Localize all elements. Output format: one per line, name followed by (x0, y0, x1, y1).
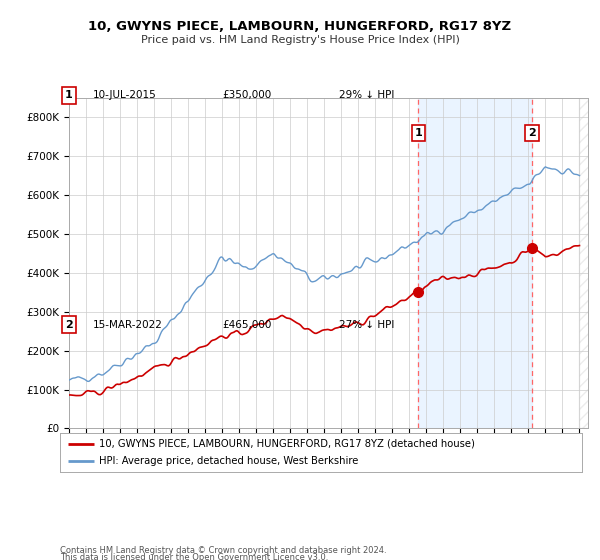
Text: 2: 2 (528, 128, 536, 138)
Text: 10, GWYNS PIECE, LAMBOURN, HUNGERFORD, RG17 8YZ (detached house): 10, GWYNS PIECE, LAMBOURN, HUNGERFORD, R… (99, 438, 475, 449)
Text: 15-MAR-2022: 15-MAR-2022 (93, 320, 163, 330)
Text: £350,000: £350,000 (222, 90, 271, 100)
Text: 27% ↓ HPI: 27% ↓ HPI (339, 320, 394, 330)
Text: 10-JUL-2015: 10-JUL-2015 (93, 90, 157, 100)
Bar (418, 98, 532, 428)
Text: Contains HM Land Registry data © Crown copyright and database right 2024.: Contains HM Land Registry data © Crown c… (60, 546, 386, 555)
Bar (580, 98, 596, 428)
Text: 1: 1 (415, 128, 422, 138)
Text: 2: 2 (65, 320, 73, 330)
Text: This data is licensed under the Open Government Licence v3.0.: This data is licensed under the Open Gov… (60, 553, 328, 560)
Text: 29% ↓ HPI: 29% ↓ HPI (339, 90, 394, 100)
Bar (580, 98, 596, 428)
Text: £465,000: £465,000 (222, 320, 271, 330)
Text: 1: 1 (65, 90, 73, 100)
Text: HPI: Average price, detached house, West Berkshire: HPI: Average price, detached house, West… (99, 456, 359, 466)
Text: 10, GWYNS PIECE, LAMBOURN, HUNGERFORD, RG17 8YZ: 10, GWYNS PIECE, LAMBOURN, HUNGERFORD, R… (88, 20, 512, 32)
Text: Price paid vs. HM Land Registry's House Price Index (HPI): Price paid vs. HM Land Registry's House … (140, 35, 460, 45)
